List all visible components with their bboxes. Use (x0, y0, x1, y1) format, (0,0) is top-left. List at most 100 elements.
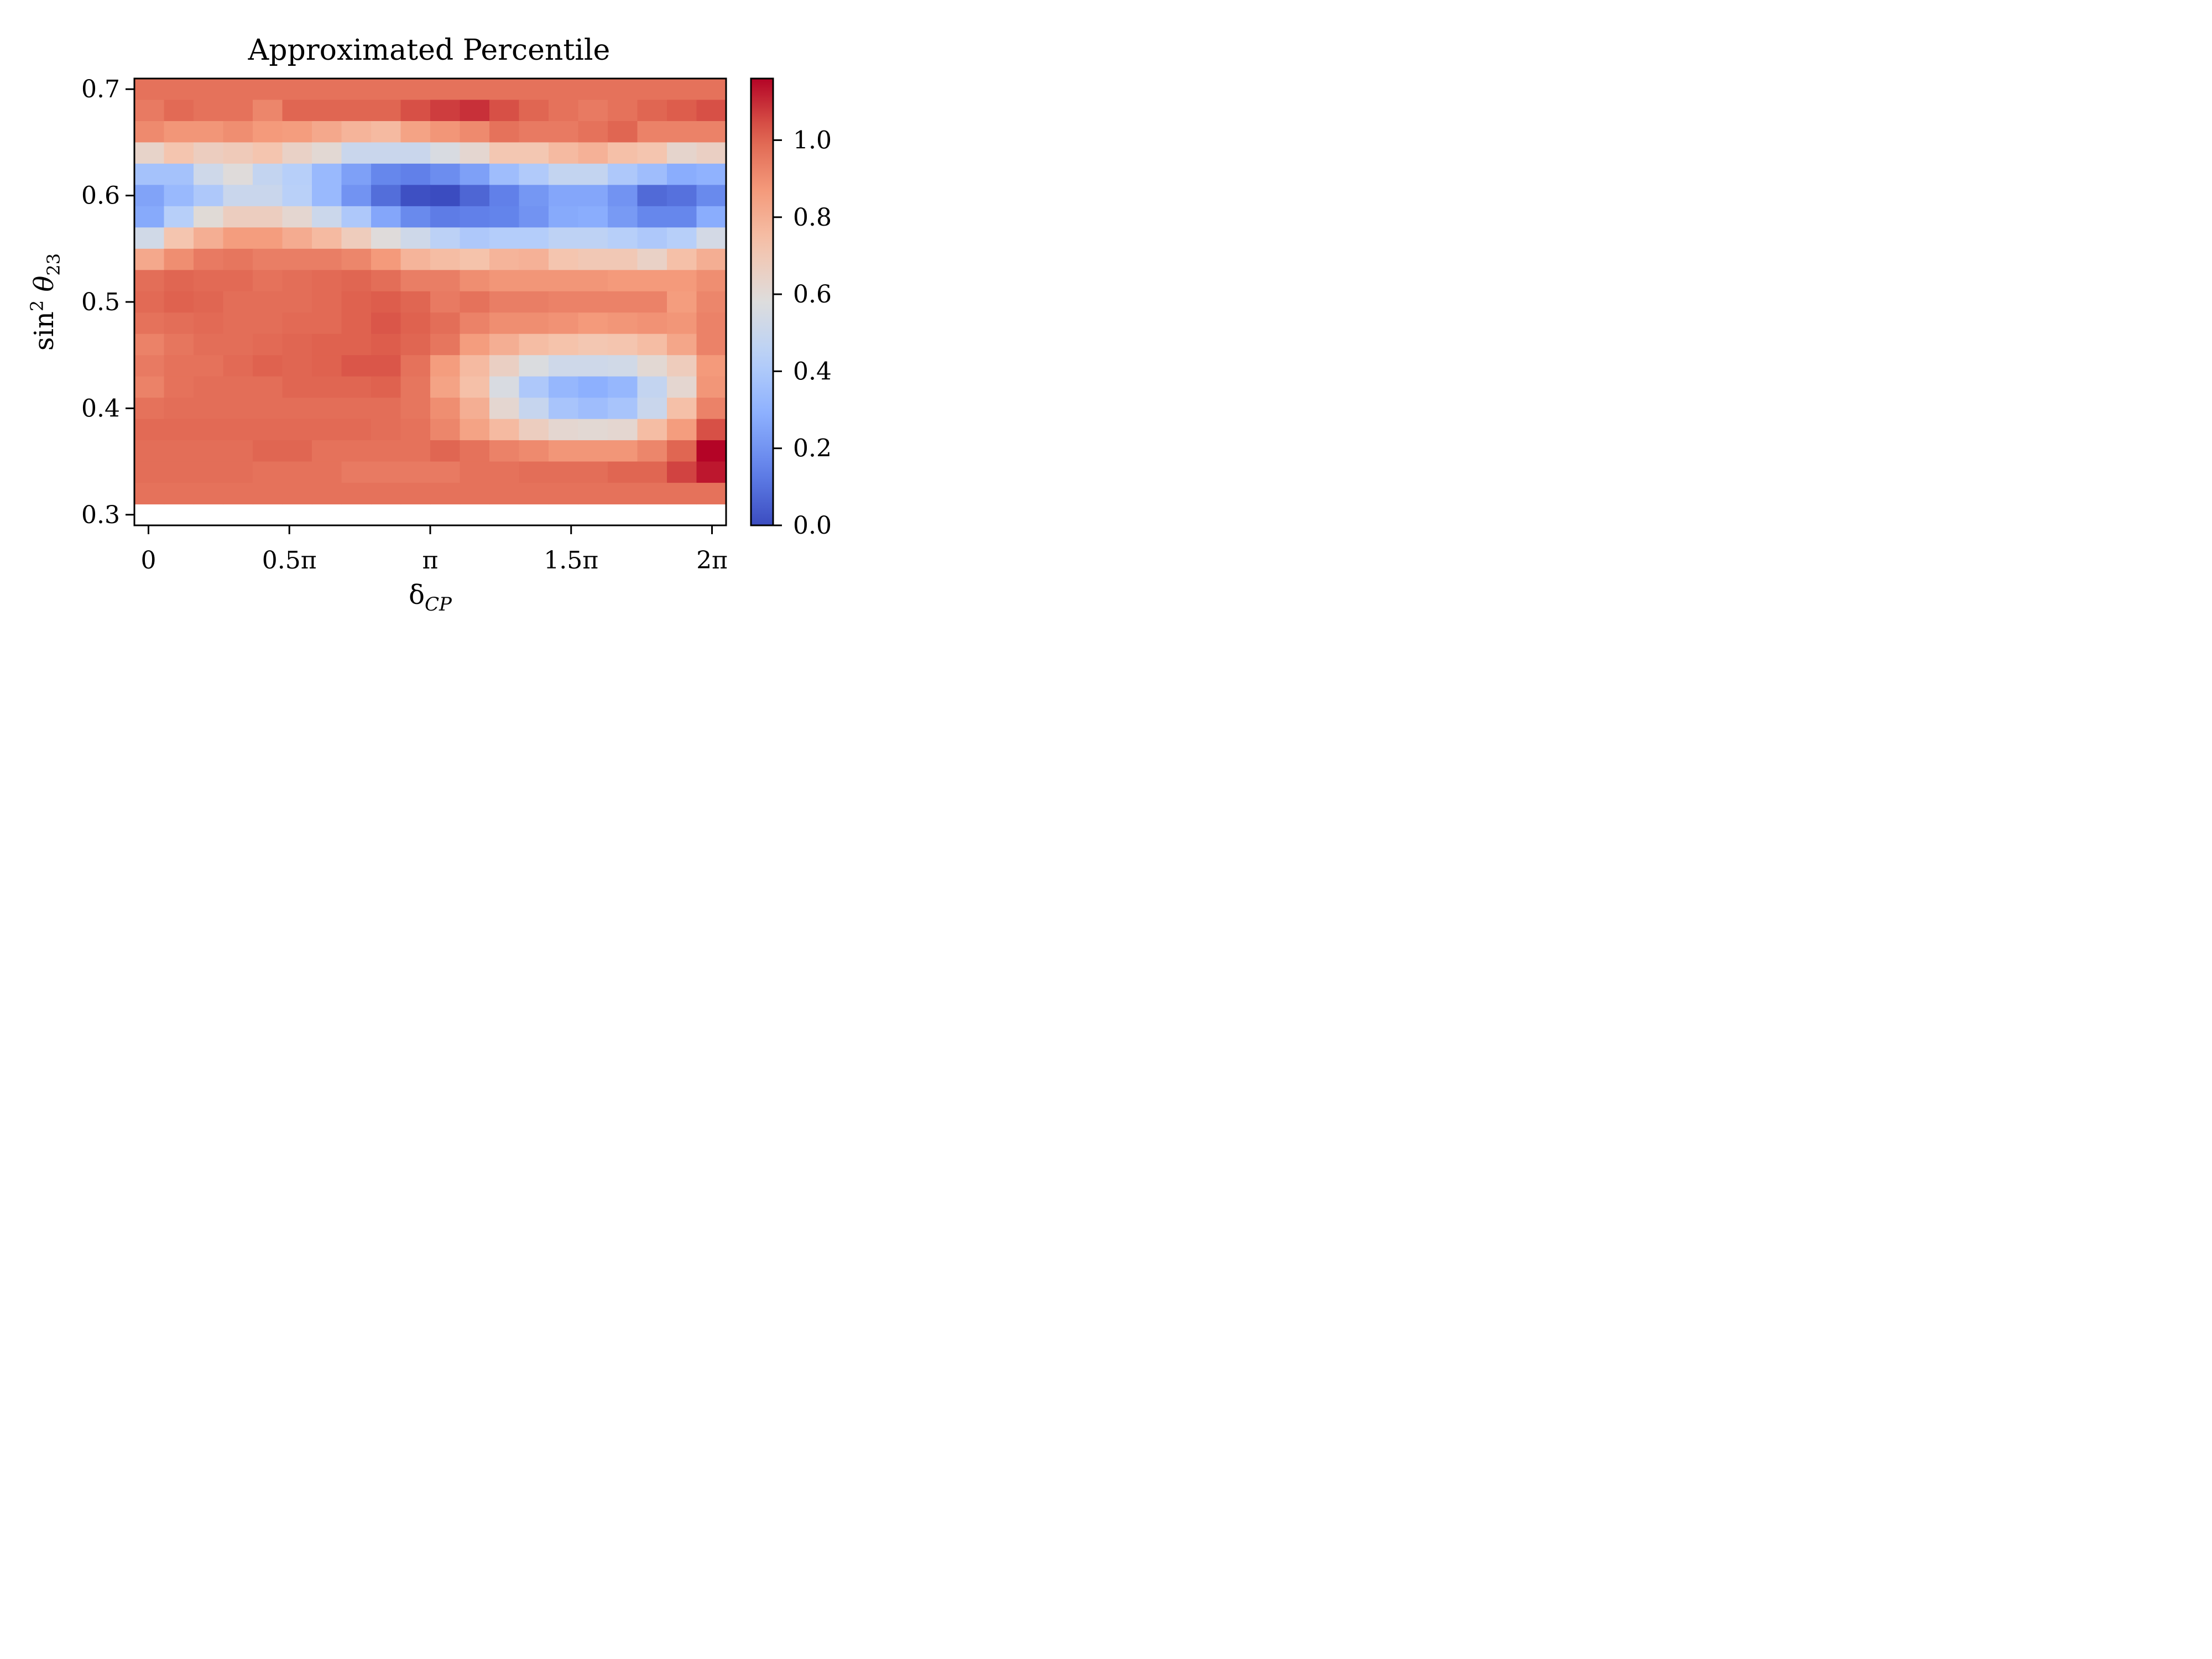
heatmap-cell (696, 398, 727, 420)
heatmap-cell (608, 355, 638, 377)
heatmap-cell (637, 440, 667, 462)
heatmap-cell (194, 461, 224, 483)
heatmap-cell (253, 333, 283, 356)
heatmap-cell (312, 312, 342, 335)
y-tick-label: 0.3 (81, 501, 120, 529)
heatmap-cell (194, 185, 224, 207)
heatmap-cell (134, 163, 165, 185)
heatmap-cell (637, 227, 667, 249)
heatmap-cell (341, 376, 372, 398)
heatmap-cell (134, 206, 165, 228)
heatmap-cell (430, 248, 461, 270)
heatmap-cell (134, 100, 165, 122)
heatmap-cell (489, 227, 520, 249)
heatmap-cell (400, 121, 431, 143)
heatmap-cell (223, 312, 253, 335)
heatmap-cell (194, 142, 224, 164)
heatmap-cell (430, 461, 461, 483)
heatmap-cell (282, 355, 312, 377)
heatmap-cell (223, 333, 253, 356)
heatmap-cell (134, 333, 165, 356)
heatmap-cell (341, 398, 372, 420)
heatmap-cell (312, 291, 342, 313)
heatmap-cell (341, 419, 372, 441)
heatmap-cell (489, 461, 520, 483)
heatmap-cell (164, 419, 194, 441)
heatmap-cell (667, 355, 697, 377)
heatmap-cell (608, 121, 638, 143)
heatmap-cell (430, 163, 461, 185)
heatmap-cell (312, 355, 342, 377)
heatmap-cell (637, 398, 667, 420)
heatmap-cell (430, 270, 461, 292)
heatmap-cell (341, 227, 372, 249)
heatmap-cell (312, 79, 342, 101)
heatmap-cell (371, 163, 401, 185)
heatmap-cell (282, 483, 312, 505)
heatmap-cell (341, 206, 372, 228)
heatmap-cell (400, 185, 431, 207)
heatmap-cell (578, 270, 608, 292)
heatmap-cell (312, 376, 342, 398)
heatmap-cell (549, 227, 579, 249)
heatmap-cell (696, 483, 727, 505)
heatmap-cell (637, 333, 667, 356)
heatmap-cell (519, 121, 549, 143)
heatmap-cell (519, 270, 549, 292)
heatmap-cell (371, 270, 401, 292)
heatmap-cell (223, 79, 253, 101)
heatmap-cell (460, 483, 490, 505)
heatmap-cell (608, 333, 638, 356)
heatmap-cell (696, 461, 727, 483)
heatmap-cell (371, 79, 401, 101)
heatmap-cell (667, 419, 697, 441)
heatmap-cell (667, 270, 697, 292)
heatmap-cell (223, 291, 253, 313)
heatmap-cell (134, 227, 165, 249)
heatmap-cell (489, 79, 520, 101)
heatmap-cell (223, 142, 253, 164)
heatmap-cell (400, 398, 431, 420)
heatmap-cell (371, 419, 401, 441)
heatmap-cell (371, 398, 401, 420)
heatmap-cell (460, 312, 490, 335)
heatmap-cell (164, 312, 194, 335)
heatmap-cell (637, 312, 667, 335)
heatmap-cell (430, 419, 461, 441)
heatmap-cell (253, 227, 283, 249)
heatmap-cell (282, 185, 312, 207)
heatmap-cell (134, 376, 165, 398)
heatmap-cell (578, 142, 608, 164)
heatmap-cell (460, 376, 490, 398)
heatmap-cell (253, 376, 283, 398)
heatmap-cell (430, 312, 461, 335)
heatmap-cell (578, 483, 608, 505)
heatmap-cell (667, 163, 697, 185)
heatmap-cell (282, 333, 312, 356)
heatmap-cell (164, 121, 194, 143)
y-axis-label: sin2 θ23 (27, 253, 64, 351)
heatmap-cell (549, 142, 579, 164)
heatmap-cell (519, 461, 549, 483)
heatmap-cell (223, 163, 253, 185)
heatmap-cell (460, 121, 490, 143)
colorbar-ticks: 0.0 0.2 0.4 0.6 0.8 1.0 (773, 126, 832, 540)
heatmap-cell (164, 185, 194, 207)
heatmap-cell (667, 185, 697, 207)
heatmap-cell (519, 79, 549, 101)
heatmap-cell (608, 312, 638, 335)
heatmap-cell (637, 461, 667, 483)
heatmap-cell (460, 227, 490, 249)
heatmap-cell (430, 291, 461, 313)
y-axis-label-main: sin (29, 311, 60, 351)
heatmap-cell (696, 291, 727, 313)
heatmap-cell (282, 398, 312, 420)
heatmap-cell (430, 206, 461, 228)
heatmap-cell (223, 121, 253, 143)
heatmap-cell (460, 100, 490, 122)
heatmap-cell (549, 79, 579, 101)
x-tick-label: 0 (140, 546, 156, 575)
heatmap-cell (371, 121, 401, 143)
heatmap-cell (519, 398, 549, 420)
heatmap-cell (253, 270, 283, 292)
